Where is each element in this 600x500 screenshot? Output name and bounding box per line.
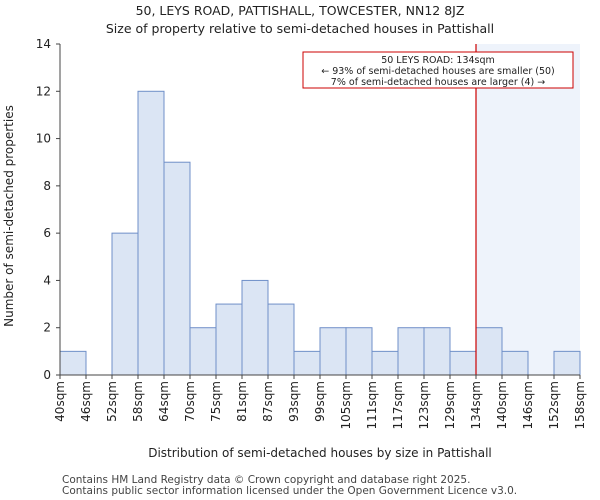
y-tick-label-4: 4 <box>43 273 51 287</box>
x-tick-label-75sqm: 75sqm <box>209 381 223 422</box>
bar-140sqm <box>501 350 529 376</box>
chart-subtitle: Size of property relative to semi-detach… <box>105 21 495 36</box>
bar-105sqm <box>345 327 373 376</box>
bar-75sqm <box>215 303 243 376</box>
x-tick-label-58sqm: 58sqm <box>131 381 145 422</box>
highlight-region <box>476 44 580 375</box>
y-tick-label-10: 10 <box>36 132 51 146</box>
bar-58sqm <box>137 90 165 376</box>
bar-123sqm <box>423 327 451 376</box>
x-tick-label-158sqm: 158sqm <box>573 381 587 429</box>
y-tick-label-12: 12 <box>36 84 51 98</box>
bar-129sqm <box>449 350 477 376</box>
x-tick-label-123sqm: 123sqm <box>417 381 431 429</box>
x-tick-label-70sqm: 70sqm <box>183 381 197 422</box>
x-tick-label-134sqm: 134sqm <box>469 381 483 429</box>
y-tick-label-8: 8 <box>43 179 51 193</box>
x-tick-label-129sqm: 129sqm <box>443 381 457 429</box>
bar-111sqm <box>371 350 399 376</box>
footer-copyright: Contains HM Land Registry data © Crown c… <box>62 474 471 486</box>
bar-40sqm <box>59 350 87 376</box>
footer-licence: Contains public sector information licen… <box>62 485 518 497</box>
x-tick-label-81sqm: 81sqm <box>235 381 249 422</box>
marker-annotation: 50 LEYS ROAD: 134sqm ← 93% of semi-detac… <box>302 51 574 89</box>
x-tick-label-152sqm: 152sqm <box>547 381 561 429</box>
x-tick-label-40sqm: 40sqm <box>53 381 67 422</box>
y-tick-label-2: 2 <box>43 321 51 335</box>
annotation-line-2: ← 93% of semi-detached houses are smalle… <box>321 66 555 77</box>
bar-152sqm <box>553 350 581 376</box>
x-tick-label-140sqm: 140sqm <box>495 381 509 429</box>
bar-99sqm <box>319 327 347 376</box>
y-tick-label-6: 6 <box>43 226 51 240</box>
annotation-line-3: 7% of semi-detached houses are larger (4… <box>331 77 545 88</box>
x-tick-label-146sqm: 146sqm <box>521 381 535 429</box>
bar-117sqm <box>397 327 425 376</box>
bar-87sqm <box>267 303 295 376</box>
x-tick-label-93sqm: 93sqm <box>287 381 301 422</box>
x-tick-label-87sqm: 87sqm <box>261 381 275 422</box>
bar-64sqm <box>163 161 191 376</box>
x-tick-label-46sqm: 46sqm <box>79 381 93 422</box>
chart-title: 50, LEYS ROAD, PATTISHALL, TOWCESTER, NN… <box>135 3 465 18</box>
x-tick-label-99sqm: 99sqm <box>313 381 327 422</box>
annotation-line-1: 50 LEYS ROAD: 134sqm <box>381 55 495 66</box>
x-tick-label-105sqm: 105sqm <box>339 381 353 429</box>
y-tick-label-0: 0 <box>43 368 51 382</box>
x-tick-label-64sqm: 64sqm <box>157 381 171 422</box>
y-tick-label-14: 14 <box>36 37 51 51</box>
x-tick-label-52sqm: 52sqm <box>105 381 119 422</box>
bar-81sqm <box>241 279 269 376</box>
bar-93sqm <box>293 350 321 376</box>
bar-70sqm <box>189 327 217 376</box>
bar-52sqm <box>111 232 139 376</box>
x-tick-label-111sqm: 111sqm <box>365 381 379 429</box>
y-axis-label: Number of semi-detached properties <box>2 105 16 327</box>
bar-134sqm <box>475 327 503 376</box>
x-axis-label: Distribution of semi-detached houses by … <box>148 446 492 460</box>
x-tick-label-117sqm: 117sqm <box>391 381 405 429</box>
